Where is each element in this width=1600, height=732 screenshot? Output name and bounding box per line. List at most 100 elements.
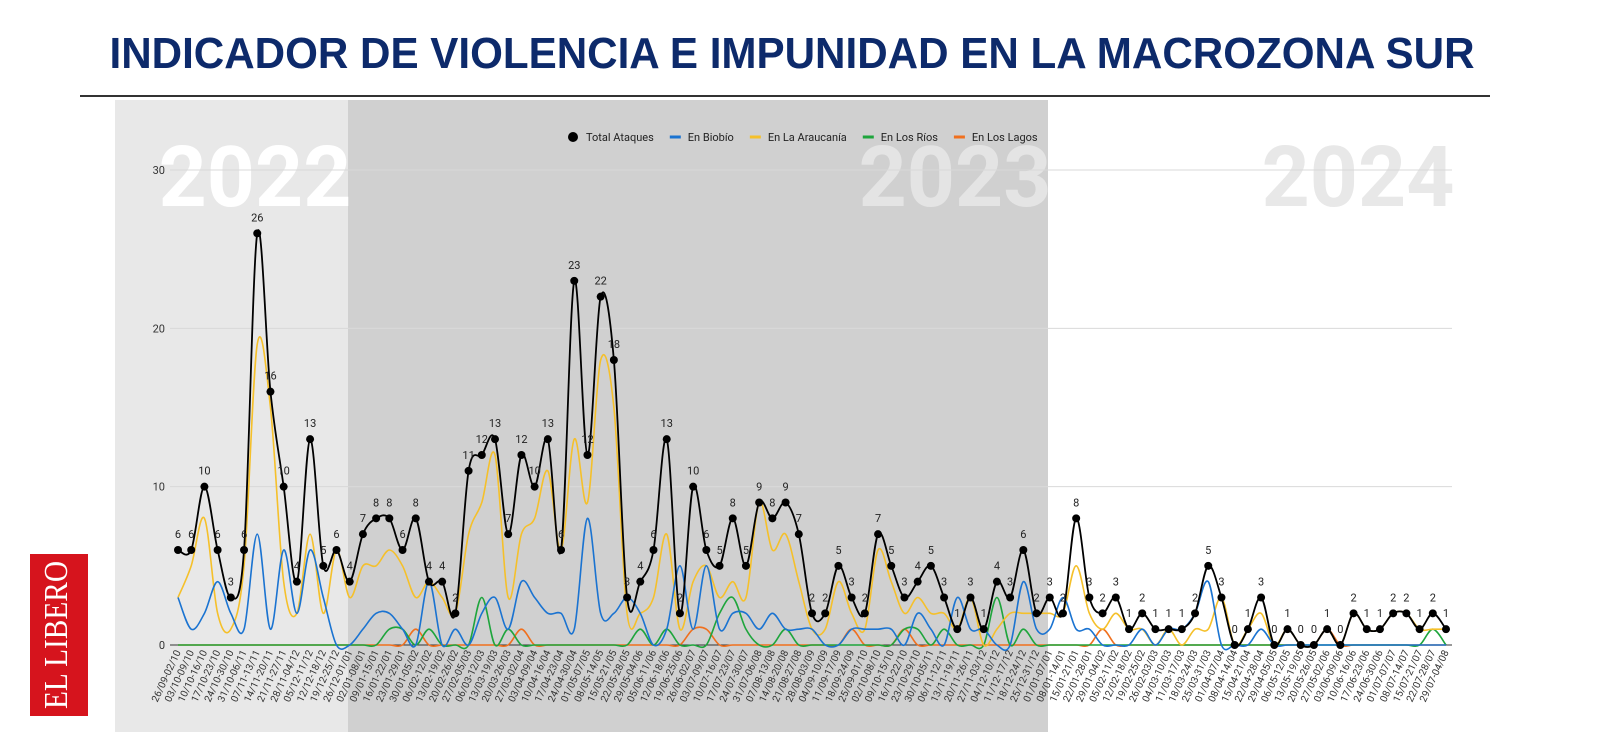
data-point <box>609 356 618 364</box>
data-label: 4 <box>637 560 643 573</box>
data-point <box>240 546 249 554</box>
data-point <box>662 435 671 444</box>
data-label: 6 <box>650 528 656 541</box>
data-label: 10 <box>528 465 540 478</box>
data-label: 8 <box>413 496 419 509</box>
data-point <box>1389 609 1398 618</box>
data-point <box>517 451 526 459</box>
legend-swatch <box>568 132 578 142</box>
data-label: 6 <box>399 528 405 541</box>
data-point <box>1349 609 1358 618</box>
data-point <box>345 577 354 586</box>
data-label: 6 <box>703 528 709 541</box>
data-point <box>424 577 433 586</box>
data-label: 2 <box>452 591 458 604</box>
data-point <box>1415 625 1424 634</box>
data-label: 6 <box>241 528 247 541</box>
data-label: 3 <box>1047 576 1053 589</box>
data-point <box>1204 561 1213 570</box>
data-point <box>1085 593 1094 602</box>
data-point <box>1362 625 1371 634</box>
data-label: 10 <box>277 465 289 478</box>
year-label: 2022 <box>159 128 352 227</box>
data-label: 3 <box>1258 576 1264 589</box>
data-label: 1 <box>1126 607 1132 620</box>
data-point <box>675 609 684 618</box>
data-point <box>1098 609 1107 618</box>
data-point <box>266 387 275 396</box>
data-label: 22 <box>594 275 606 288</box>
data-point <box>794 530 803 539</box>
data-label: 5 <box>716 544 722 557</box>
data-point <box>768 514 777 523</box>
data-point <box>1442 625 1450 634</box>
data-label: 2 <box>1060 591 1066 604</box>
data-point <box>372 514 381 523</box>
data-label: 1 <box>1416 607 1422 620</box>
data-point <box>1151 625 1160 634</box>
data-point <box>411 514 420 523</box>
data-label: 11 <box>462 449 474 462</box>
data-label: 13 <box>304 417 316 430</box>
data-label: 13 <box>489 417 501 430</box>
data-point <box>1270 641 1279 649</box>
data-point <box>1375 625 1384 634</box>
data-point <box>1164 625 1173 634</box>
data-point <box>715 561 724 570</box>
data-label: 3 <box>1218 576 1224 589</box>
data-point <box>1058 609 1067 618</box>
data-label: 3 <box>1007 576 1013 589</box>
data-point <box>187 546 196 554</box>
data-point <box>1138 609 1147 618</box>
data-label: 8 <box>730 496 736 509</box>
data-label: 4 <box>347 560 353 573</box>
data-point <box>1191 609 1200 618</box>
data-label: 2 <box>1192 591 1198 604</box>
data-point <box>940 593 949 602</box>
data-point <box>992 577 1001 586</box>
data-label: 2 <box>1139 591 1145 604</box>
data-label: 7 <box>360 512 366 525</box>
data-point <box>834 561 843 570</box>
data-label: 7 <box>505 512 511 525</box>
data-point <box>464 466 473 475</box>
data-label: 2 <box>809 591 815 604</box>
data-point <box>1309 641 1318 649</box>
data-label: 2 <box>1033 591 1039 604</box>
legend-label: En Los Lagos <box>972 131 1038 144</box>
data-point <box>1177 625 1186 634</box>
data-label: 2 <box>1350 591 1356 604</box>
data-label: 0 <box>1298 623 1304 636</box>
data-label: 5 <box>743 544 749 557</box>
data-label: 10 <box>198 465 210 478</box>
data-point <box>583 451 592 459</box>
legend-label: En Los Ríos <box>881 131 938 144</box>
data-label: 1 <box>1152 607 1158 620</box>
y-tick-label: 10 <box>153 481 165 494</box>
data-point <box>900 593 909 602</box>
data-label: 3 <box>624 576 630 589</box>
data-point <box>623 593 632 602</box>
data-point <box>741 561 750 570</box>
data-label: 7 <box>875 512 881 525</box>
data-point <box>689 482 698 491</box>
data-label: 3 <box>849 576 855 589</box>
data-point <box>438 577 447 586</box>
data-label: 9 <box>782 481 788 494</box>
data-label: 3 <box>941 576 947 589</box>
data-label: 4 <box>915 560 921 573</box>
data-label: 5 <box>320 544 326 557</box>
year-label: 2024 <box>1262 128 1455 227</box>
data-label: 1 <box>954 607 960 620</box>
data-label: 2 <box>1403 591 1409 604</box>
data-point <box>1428 609 1437 618</box>
data-label: 1 <box>1377 607 1383 620</box>
data-label: 3 <box>228 576 234 589</box>
data-point <box>702 546 711 554</box>
data-point <box>477 451 486 459</box>
data-point <box>1006 593 1015 602</box>
data-point <box>1257 593 1266 602</box>
data-label: 8 <box>1073 496 1079 509</box>
data-label: 1 <box>981 607 987 620</box>
